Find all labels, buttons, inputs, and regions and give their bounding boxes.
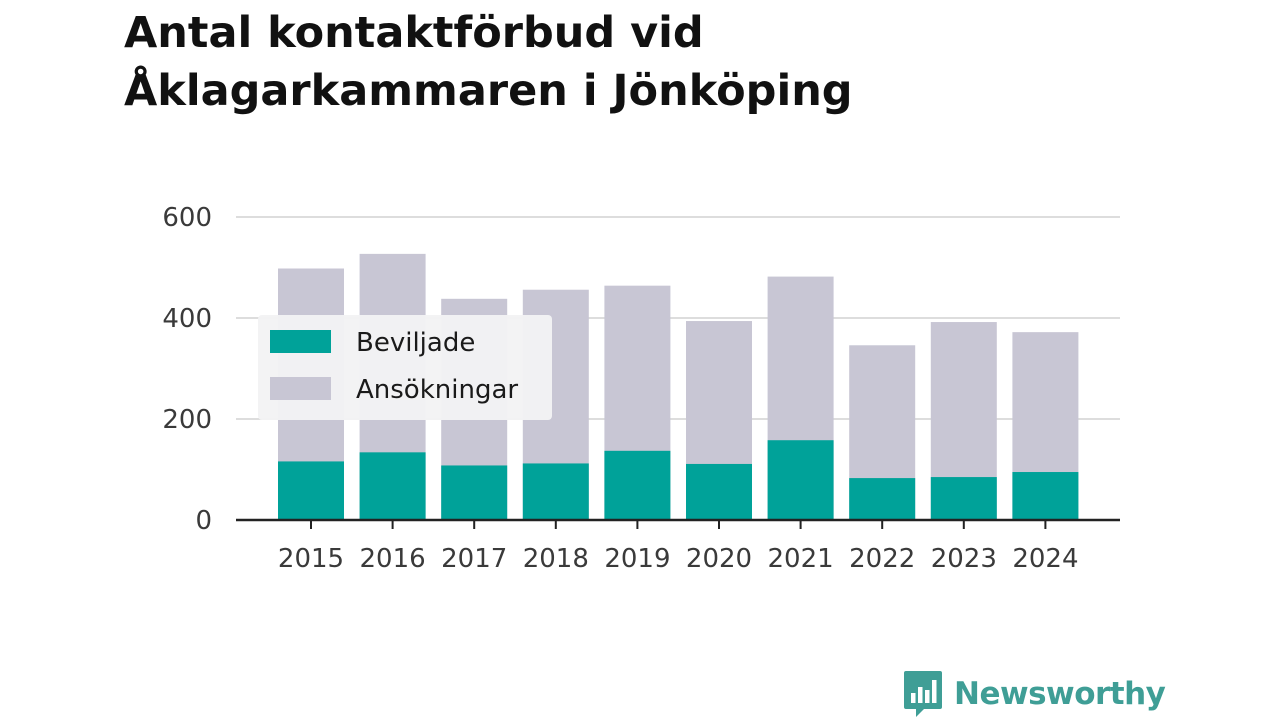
newsworthy-logo: Newsworthy [902,668,1166,720]
legend-label: Beviljade [356,328,475,358]
bar-beviljade-2023 [930,477,997,520]
bar-beviljade-2021 [767,440,834,520]
y-tick-label: 200 [162,405,212,435]
x-tick-label: 2018 [523,544,589,574]
bar-beviljade-2019 [604,450,671,520]
legend-label: Ansökningar [356,375,518,405]
legend-box [258,315,552,420]
title-line-1: Antal kontaktförbud vid [124,8,704,58]
bar-chart-speech-bubble-icon [904,671,942,717]
bar-beviljade-2022 [849,478,916,520]
bar-beviljade-2017 [441,465,508,520]
y-tick-label: 0 [195,506,212,536]
x-tick-label: 2023 [931,544,997,574]
legend-swatch-beviljade [270,330,331,353]
x-tick-label: 2022 [849,544,915,574]
y-tick-label: 400 [162,304,212,334]
legend-swatch-ansokningar [270,377,331,400]
bar-beviljade-2024 [1012,472,1079,520]
x-axis [236,518,1120,529]
y-tick-label: 600 [162,203,212,233]
x-tick-label: 2021 [768,544,834,574]
x-tick-label: 2024 [1012,544,1078,574]
y-axis-tick-labels: 0 200 400 600 [162,203,212,536]
bar-beviljade-2015 [278,461,344,520]
bar-beviljade-2020 [686,463,752,520]
legend: Beviljade Ansökningar [258,315,552,420]
x-tick-label: 2019 [604,544,670,574]
chart-title: Antal kontaktförbud vid Åklagarkammaren … [124,4,1124,120]
x-tick-label: 2017 [441,544,507,574]
x-tick-label: 2016 [360,544,426,574]
bar-beviljade-2018 [522,463,589,520]
bar-beviljade-2016 [359,452,426,520]
x-tick-label: 2020 [686,544,752,574]
brand-name: Newsworthy [954,676,1166,712]
x-tick-label: 2015 [278,544,344,574]
title-line-2: Åklagarkammaren i Jönköping [124,66,853,116]
x-axis-tick-labels: 2015 2016 2017 2018 2019 2020 2021 2022 2023 2024 [278,544,1079,574]
